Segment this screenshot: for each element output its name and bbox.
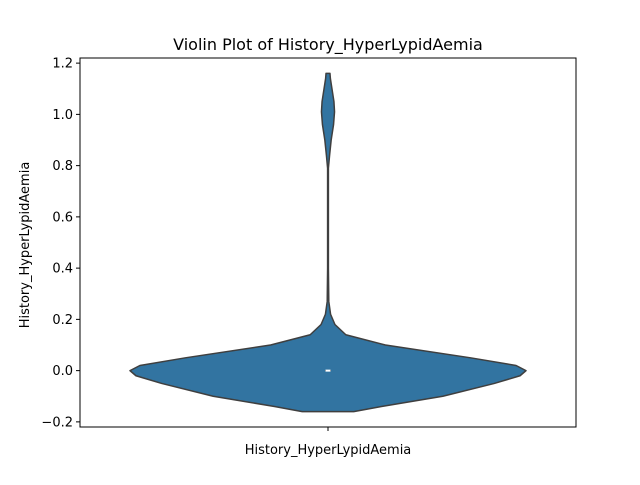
y-tick-label: 1.2 bbox=[52, 57, 73, 72]
x-tick-label: History_HyperLypidAemia bbox=[245, 443, 412, 458]
y-tick-label: 0.0 bbox=[52, 364, 73, 379]
x-axis: History_HyperLypidAemia bbox=[245, 427, 412, 458]
chart-title: Violin Plot of History_HyperLypidAemia bbox=[173, 35, 483, 55]
y-tick-label: 0.8 bbox=[52, 159, 73, 174]
y-axis: −0.2 0.0 0.2 0.4 0.6 0.8 1.0 1.2 bbox=[41, 57, 80, 430]
y-tick-label: 0.6 bbox=[52, 210, 73, 225]
violin-median-marker bbox=[325, 369, 331, 372]
y-tick-label: 1.0 bbox=[52, 108, 73, 123]
y-tick-label: 0.2 bbox=[52, 313, 73, 328]
y-axis-label: History_HyperLypidAemia bbox=[18, 162, 33, 329]
y-tick-label: −0.2 bbox=[41, 415, 73, 430]
y-tick-label: 0.4 bbox=[52, 262, 73, 277]
plot-frame bbox=[79, 57, 577, 428]
violin-body bbox=[129, 72, 527, 413]
plot-area bbox=[129, 72, 527, 413]
